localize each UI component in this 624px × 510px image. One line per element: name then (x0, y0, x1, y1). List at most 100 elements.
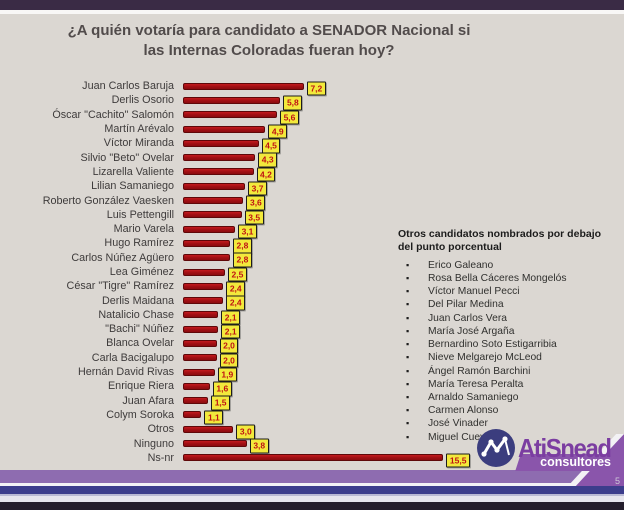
candidate-label: Ninguno (133, 437, 174, 450)
top-border-bar (0, 0, 624, 10)
bar-chart: Juan Carlos Baruja 7,2 Derlis Osorio 5,8 Ósc… (8, 79, 488, 468)
value-chip: 7,2 (306, 81, 326, 96)
candidate-bar (183, 297, 224, 305)
chart-row: Carlos Núñez Agüero 2,8 (8, 251, 488, 268)
value-chip: 4,5 (261, 138, 281, 154)
candidate-label: Blanca Ovelar (106, 337, 174, 350)
value-chip: 2,4 (226, 295, 246, 311)
value-chip: 2,1 (221, 310, 241, 325)
other-candidate-item: Bernardino Soto Estigarribia (398, 338, 618, 351)
chart-row: Lea Giménez 2,5 (8, 265, 488, 282)
candidate-label: Derlis Osorio (111, 94, 174, 107)
candidate-bar (183, 82, 304, 90)
footer-stripe-light (0, 496, 624, 502)
value-chip: 2,0 (219, 338, 239, 354)
candidate-label: Otros (147, 423, 174, 436)
value-chip: 15,5 (446, 453, 470, 468)
page-number: 5 (614, 476, 620, 486)
chart-row: Óscar "Cachito" Salomón 5,6 (8, 108, 488, 125)
chart-row: Hugo Ramírez 2,8 (8, 236, 488, 254)
candidate-label: Ns-nr (147, 451, 174, 464)
value-chip: 2,5 (228, 267, 247, 282)
candidate-label: Lea Giménez (109, 266, 174, 278)
candidate-bar (183, 325, 219, 333)
value-chip: 4,9 (268, 124, 288, 139)
chart-row: Colym Soroka 1,1 (8, 408, 488, 425)
value-chip: 2,8 (233, 238, 252, 254)
candidate-label: Mario Varela (113, 223, 174, 236)
other-candidate-item: Carmen Alonso (398, 404, 618, 417)
chart-row: César "Tigre" Ramírez 2,4 (8, 279, 488, 297)
value-chip: 1,1 (204, 410, 224, 425)
candidate-bar (183, 311, 219, 319)
other-candidate-item: Arnaldo Samaniego (398, 391, 618, 404)
other-candidate-item: María José Argaña (398, 325, 618, 338)
chart-row: Carla Bacigalupo 2,0 (8, 351, 488, 368)
value-chip: 3,7 (248, 181, 267, 196)
candidate-label: Lilian Samaniego (91, 180, 174, 193)
candidate-label: Enrique Riera (107, 380, 174, 393)
value-chip: 1,6 (212, 381, 232, 397)
value-chip: 3,6 (246, 195, 266, 211)
value-chip: 2,1 (221, 324, 241, 339)
candidate-bar (183, 339, 217, 347)
chart-row: Luis Pettengill 3,5 (8, 208, 488, 225)
candidate-bar (183, 454, 444, 462)
candidate-bar (183, 411, 202, 419)
chart-row: Derlis Osorio 5,8 (8, 93, 488, 111)
chart-row: Ninguno 3,8 (8, 436, 488, 454)
other-candidate-item: José Vinader (398, 417, 618, 430)
footer-stripe-dark (0, 502, 624, 510)
chart-row: Lizarella Valiente 4,2 (8, 165, 488, 182)
value-chip: 4,2 (256, 167, 276, 182)
candidate-bar (183, 254, 231, 262)
value-chip: 2,0 (219, 353, 239, 368)
chart-title-line1: ¿A quién votaría para candidato a SENADO… (67, 22, 471, 39)
candidate-label: Víctor Miranda (103, 137, 174, 150)
footer-stripe-white (0, 483, 624, 486)
candidate-label: Derlis Maidana (101, 294, 174, 307)
candidate-bar (183, 382, 210, 390)
chart-row: Juan Carlos Baruja 7,2 (8, 79, 488, 96)
candidate-label: Hernán David Rivas (77, 366, 174, 379)
candidate-bar (183, 225, 236, 233)
value-chip: 1,5 (211, 395, 231, 411)
other-candidates-heading: Otros candidatos nombrados por debajo de… (398, 228, 602, 254)
value-chip: 3,0 (236, 424, 256, 440)
candidate-bar (183, 440, 247, 448)
value-chip: 3,5 (244, 210, 264, 225)
candidate-bar (183, 354, 217, 362)
candidate-bar (183, 111, 278, 119)
candidate-label: Lizarella Valiente (92, 165, 174, 178)
candidate-bar (183, 168, 254, 176)
candidate-bar (183, 425, 234, 433)
candidate-bar (183, 268, 225, 276)
chart-row: Derlis Maidana 2,4 (8, 293, 488, 311)
candidate-bar (183, 182, 246, 190)
chart-row: Mario Varela 3,1 (8, 222, 488, 239)
chart-row: "Bachi" Núñez 2,1 (8, 322, 488, 339)
candidate-bar (183, 139, 259, 147)
candidate-bar (183, 282, 224, 290)
candidate-bar (183, 154, 256, 162)
other-candidate-item: Rosa Bella Cáceres Mongelós (398, 272, 618, 285)
candidate-label: Juan Carlos Baruja (82, 80, 174, 93)
other-candidate-item: María Teresa Peralta (398, 378, 618, 391)
atisnead-logo: AtiSnead consultores (476, 428, 623, 472)
other-candidate-item: Víctor Manuel Pecci (398, 285, 618, 298)
other-candidate-item: Del Pilar Medina (398, 298, 618, 311)
chart-row: Enrique Riera 1,6 (8, 379, 488, 397)
candidate-bar (183, 397, 209, 405)
candidate-label: Martín Arévalo (104, 123, 174, 136)
chart-row: Blanca Ovelar 2,0 (8, 336, 488, 354)
footer-stripe-light-purple (0, 470, 624, 483)
chart-title-line2: las Internas Coloradas fueran hoy? (143, 42, 395, 60)
candidate-label: Colym Soroka (106, 408, 174, 421)
chart-row: Víctor Miranda 4,5 (8, 136, 488, 154)
chart-row: Juan Afara 1,5 (8, 394, 488, 411)
candidate-label: Óscar "Cachito" Salomón (52, 108, 174, 121)
chart-row: Hernán David Rivas 1,9 (8, 365, 488, 382)
candidate-bar (183, 368, 215, 376)
other-candidates-list: Erico GaleanoRosa Bella Cáceres Mongelós… (398, 259, 618, 444)
